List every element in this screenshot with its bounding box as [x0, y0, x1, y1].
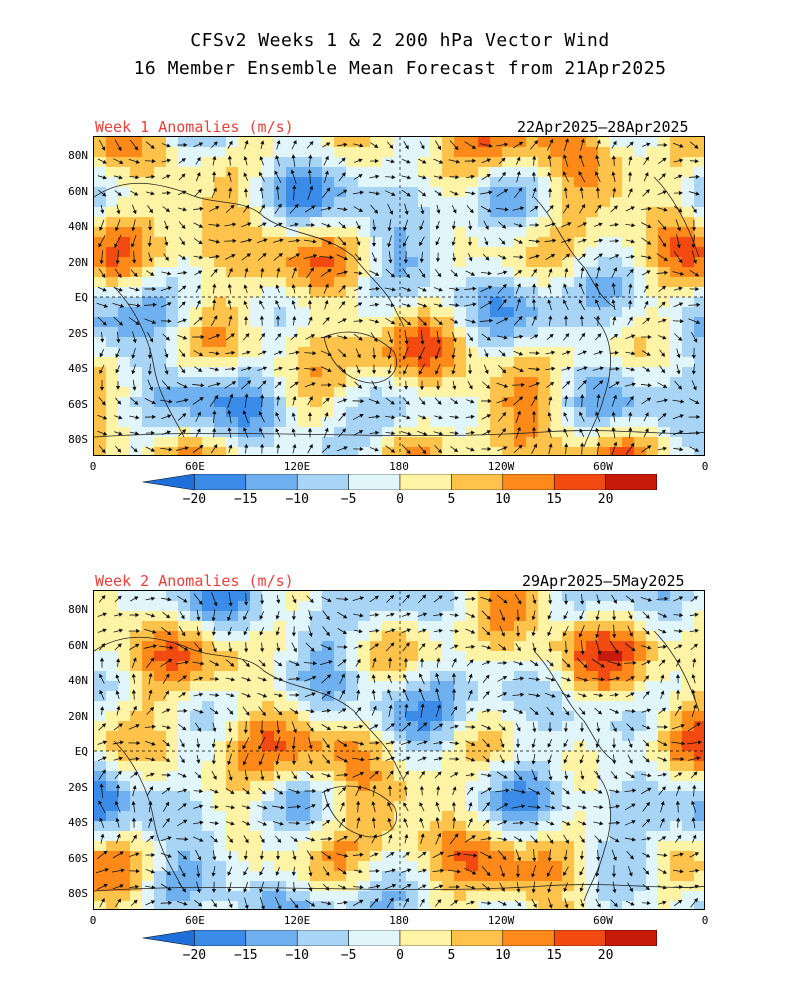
- panel2-lon-tick: 180: [389, 914, 409, 927]
- panel2-lat-tick: 60S: [68, 851, 88, 865]
- panel1-lat-tick: 80S: [68, 433, 88, 446]
- panel1-colorbar-tick: −15: [234, 492, 258, 507]
- panel1-label: Week 1 Anomalies (m/s): [95, 118, 294, 136]
- panel2-lon-tick: 120W: [487, 914, 515, 927]
- panel1-colorbar-tick: 0: [396, 492, 404, 507]
- panel1-colorbar-swatch: [553, 473, 606, 491]
- panel2-colorbar-swatch: [296, 929, 349, 947]
- panel1-lon-tick: 0: [89, 460, 97, 473]
- panel1-lon-tick: 120E: [283, 460, 311, 473]
- panel1-map-canvas: [94, 137, 704, 455]
- panel1-colorbar-swatch: [348, 473, 401, 491]
- panel2-lon-tick: 120E: [283, 914, 311, 927]
- panel1-lon-tick: 60E: [185, 460, 205, 473]
- panel1-colorbar-tick: 20: [597, 492, 614, 507]
- panel1-colorbar-swatch: [142, 473, 195, 491]
- panel1-colorbar-tick: −10: [285, 492, 309, 507]
- panel1-colorbar-swatch: [245, 473, 298, 491]
- panel2-lon-tick: 0: [89, 914, 97, 927]
- panel1-lat-tick: 40N: [68, 220, 88, 233]
- panel1-colorbar-swatch: [194, 473, 247, 491]
- panel2-lon-tick: 60E: [185, 914, 205, 927]
- panel1-lat-tick: 80N: [68, 149, 88, 162]
- panel2-lon-tick: 0: [701, 914, 709, 927]
- panel1-lat-tick: 60S: [68, 397, 88, 411]
- panel2-label: Week 2 Anomalies (m/s): [95, 572, 294, 590]
- panel2-lat-tick: 80S: [68, 887, 88, 900]
- panel2-colorbar-swatch: [194, 929, 247, 947]
- panel2-colorbar: −20 −15 −10 −5 0 5 10 15 20: [142, 929, 658, 963]
- panel1-lon-tick: 180: [389, 460, 409, 473]
- panel2-colorbar-swatch: [399, 929, 452, 947]
- panel1-colorbar-swatch: [296, 473, 349, 491]
- panel2-wind-anomaly-map: [93, 590, 705, 910]
- panel2-colorbar-swatch: [348, 929, 401, 947]
- panel1-lat-tick: 20S: [68, 326, 88, 340]
- panel1-colorbar-tick: −5: [340, 492, 357, 507]
- panel2-colorbar-swatch: [553, 929, 606, 947]
- panel1-lat-tick: 40S: [68, 362, 88, 375]
- panel2-colorbar-swatch: [245, 929, 298, 947]
- panel2-colorbar-tick: 20: [597, 948, 614, 963]
- panel1-colorbar-tick: 10: [494, 492, 511, 507]
- panel2-colorbar-swatch: [502, 929, 555, 947]
- chart-title-line2: 16 Member Ensemble Mean Forecast from 21…: [133, 58, 667, 79]
- panel2-lat-tick: 80N: [68, 603, 88, 616]
- chart-title-line1: CFSv2 Weeks 1 & 2 200 hPa Vector Wind: [190, 30, 610, 51]
- panel2-colorbar-swatch: [451, 929, 504, 947]
- panel1-lon-tick: 120W: [487, 460, 515, 473]
- panel1-colorbar-swatch: [605, 473, 658, 491]
- panel2-date-range: 29Apr2025—5May2025: [522, 572, 685, 590]
- panel2-map-canvas: [94, 591, 704, 909]
- panel2-colorbar-tick: −10: [285, 948, 309, 963]
- panel2-colorbar-swatch: [605, 929, 658, 947]
- panel1-lat-tick: 20N: [68, 255, 88, 269]
- panel2-wind-vectors: [95, 592, 702, 909]
- panel1-colorbar-tick: 15: [546, 492, 563, 507]
- panel2-colorbar-tick: 0: [396, 948, 404, 963]
- panel1-colorbar-swatches: [142, 473, 658, 491]
- panel2-colorbar-tick: 10: [494, 948, 511, 963]
- panel1-colorbar: −20 −15 −10 −5 0 5 10 15 20: [142, 473, 658, 507]
- panel2-shading-layer: [94, 591, 704, 909]
- panel2-colorbar-tick: −20: [182, 948, 207, 963]
- panel2-lat-tick: 40S: [68, 816, 88, 829]
- panel1-colorbar-swatch: [502, 473, 555, 491]
- panel1-shading-layer: [94, 137, 704, 455]
- panel2-colorbar-swatch: [142, 929, 195, 947]
- panel1-colorbar-tick: 5: [447, 492, 456, 507]
- panel2-colorbar-tick: −15: [234, 948, 258, 963]
- panel1-coastlines: [94, 176, 704, 448]
- panel1-lat-tick: 60N: [68, 184, 88, 198]
- panel1-colorbar-tick: −20: [182, 492, 207, 507]
- panel1-date-range: 22Apr2025—28Apr2025: [517, 118, 689, 136]
- panel2-lat-tick: 20N: [68, 709, 88, 723]
- panel2-colorbar-tick: −5: [340, 948, 357, 963]
- panel1-lat-tick: EQ: [74, 291, 88, 304]
- panel2-colorbar-tick: 15: [546, 948, 563, 963]
- panel2-colorbar-swatches: [142, 929, 658, 947]
- panel1-wind-anomaly-map: [93, 136, 705, 456]
- panel2-lat-tick: 40N: [68, 674, 88, 687]
- panel2-lat-tick: 20S: [68, 780, 88, 794]
- panel2-lat-tick: 60N: [68, 638, 88, 652]
- panel2-colorbar-tick: 5: [447, 948, 456, 963]
- panel1-lon-tick: 60W: [593, 460, 613, 473]
- panel1-wind-vectors: [96, 138, 701, 455]
- panel1-colorbar-swatch: [451, 473, 504, 491]
- panel1-colorbar-swatch: [399, 473, 452, 491]
- panel2-lon-tick: 60W: [593, 914, 613, 927]
- panel1-lon-tick: 0: [701, 460, 709, 473]
- panel2-lat-tick: EQ: [74, 745, 88, 758]
